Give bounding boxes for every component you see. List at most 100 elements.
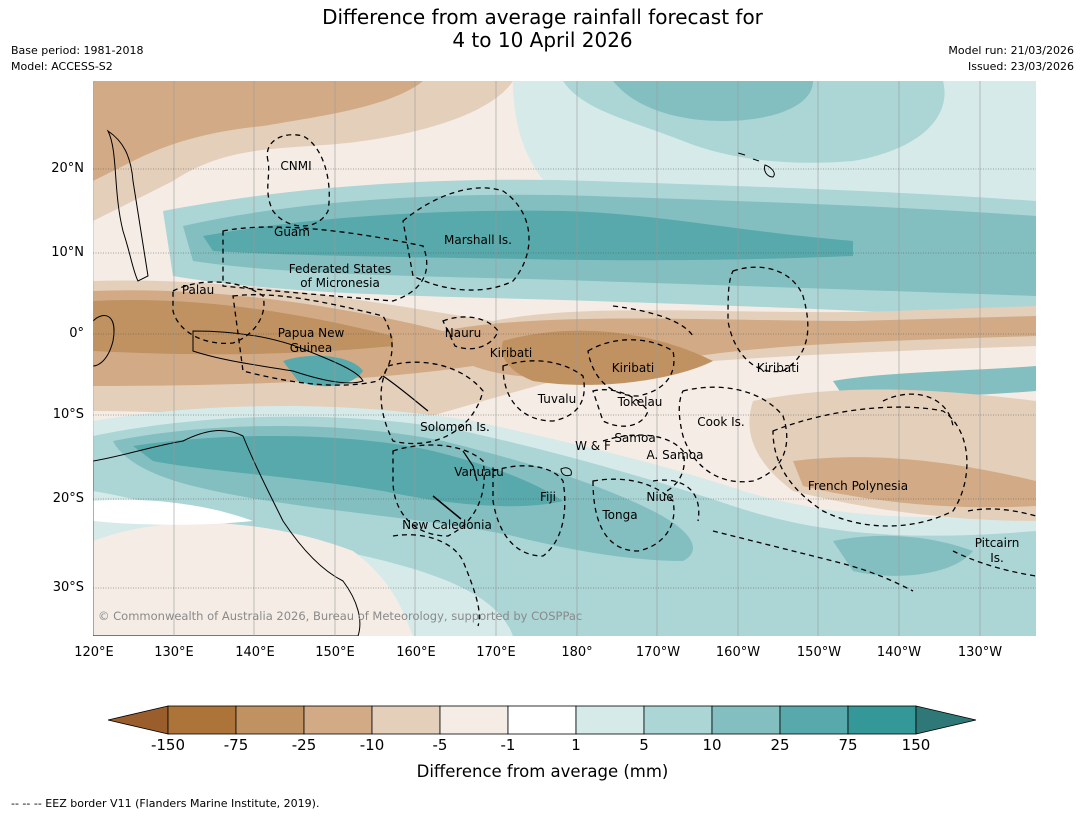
- label-vanuatu: Vanuatu: [454, 465, 504, 479]
- model-name: Model: ACCESS-S2: [11, 60, 113, 73]
- eez-legend-footnote: -- -- -- EEZ border V11 (Flanders Marine…: [11, 797, 320, 810]
- land-australia-coast: [93, 430, 361, 636]
- lat-label-20n: 20°N: [51, 161, 84, 176]
- label-new-caledonia: New Caledonia: [402, 518, 492, 532]
- label-samoa: Samoa: [614, 431, 655, 445]
- colorbar-swatch-3: [303, 705, 373, 735]
- land-solomon-islands: [382, 375, 429, 412]
- issued-date: Issued: 23/03/2026: [967, 60, 1074, 73]
- copyright-notice: © Commonwealth of Australia 2026, Bureau…: [98, 609, 583, 623]
- label-fiji: Fiji: [540, 490, 556, 504]
- label-micronesia-line1: Federated States: [289, 262, 391, 276]
- label-tuvalu: Tuvalu: [537, 392, 577, 406]
- colorbar-swatch-below-min: [107, 705, 169, 735]
- label-pitcairn-line1: Pitcairn: [975, 536, 1020, 550]
- lon-label-170w: 170°W: [635, 645, 681, 660]
- colorbar-tick-5: -5: [432, 736, 448, 754]
- run-info-right: Model run: 21/03/2026 Issued: 23/03/2026: [948, 43, 1074, 75]
- land-new-guinea: [192, 330, 364, 384]
- land-fiji: [560, 467, 572, 477]
- title-line-1: Difference from average rainfall forecas…: [322, 5, 763, 29]
- lon-label-150w: 150°W: [796, 645, 842, 660]
- rainfall-anomaly-map: CNMI Guam Marshall Is. Federated States …: [93, 81, 1036, 636]
- colorbar-swatch-11: [847, 705, 917, 735]
- lat-label-10s: 10°S: [52, 407, 84, 422]
- lat-label-20s: 20°S: [52, 491, 84, 506]
- colorbar-tick-3: -25: [291, 736, 317, 754]
- colorbar-swatch-5: [439, 705, 509, 735]
- land-borneo: [93, 315, 115, 367]
- label-nauru: Nauru: [445, 326, 481, 340]
- colorbar: [107, 705, 977, 735]
- label-pitcairn-line2: Is.: [990, 551, 1004, 565]
- lon-label-170e: 170°E: [476, 645, 516, 660]
- label-marshall-islands: Marshall Is.: [444, 233, 512, 247]
- lat-label-0: 0°: [69, 326, 84, 341]
- lon-label-150e: 150°E: [315, 645, 355, 660]
- land-vanuatu: [462, 450, 478, 482]
- colorbar-tick-9: 10: [702, 736, 722, 754]
- colorbar-tick-2: -75: [223, 736, 249, 754]
- model-run-date: Model run: 21/03/2026: [948, 44, 1074, 57]
- anomaly-equator-band-core: [93, 300, 393, 355]
- lon-label-160e: 160°E: [396, 645, 436, 660]
- anomaly-png-wet-patch: [283, 355, 363, 387]
- lon-label-130w: 130°W: [957, 645, 1003, 660]
- colorbar-swatch-7: [575, 705, 645, 735]
- colorbar-swatch-9: [711, 705, 781, 735]
- colorbar-tick-12: 150: [901, 736, 931, 754]
- anomaly-south-band-core: [133, 435, 563, 507]
- label-png-line2: Guinea: [290, 341, 333, 355]
- lat-label-10n: 10°N: [51, 245, 84, 260]
- graticule: [93, 81, 981, 636]
- label-tokelau: Tokelau: [617, 395, 663, 409]
- anomaly-central-pacific-core: [501, 330, 713, 385]
- anomaly-southwest-neutral: [93, 522, 413, 636]
- base-period: Base period: 1981-2018: [11, 44, 144, 57]
- lon-label-140e: 140°E: [235, 645, 275, 660]
- region-labels: CNMI Guam Marshall Is. Federated States …: [182, 159, 1019, 565]
- colorbar-title: Difference from average (mm): [416, 762, 669, 781]
- run-info-left: Base period: 1981-2018 Model: ACCESS-S2: [11, 43, 143, 75]
- label-guam: Guam: [274, 225, 310, 239]
- colorbar-tick-10: 25: [770, 736, 790, 754]
- land-philippines: [106, 129, 149, 282]
- label-french-polynesia: French Polynesia: [808, 479, 908, 493]
- title-line-2: 4 to 10 April 2026: [452, 28, 633, 52]
- colorbar-tick-11: 75: [838, 736, 858, 754]
- label-tonga: Tonga: [601, 508, 637, 522]
- anomaly-southwest-white: [93, 499, 253, 525]
- anomaly-southeast-wet-patch: [833, 535, 973, 576]
- anomaly-10n-band-core: [203, 210, 853, 261]
- map-title: Difference from average rainfall forecas…: [0, 6, 1085, 52]
- lat-label-30s: 30°S: [52, 580, 84, 595]
- colorbar-tick-4: -10: [359, 736, 385, 754]
- label-cnmi: CNMI: [280, 159, 311, 173]
- colorbar-swatch-10: [779, 705, 849, 735]
- colorbar-swatch-above-max: [915, 705, 977, 735]
- label-micronesia-line2: of Micronesia: [300, 276, 380, 290]
- label-niue: Niue: [646, 490, 673, 504]
- lon-label-160w: 160°W: [715, 645, 761, 660]
- colorbar-swatch-6: [507, 705, 577, 735]
- label-kiribati-east: Kiribati: [757, 361, 799, 375]
- anomaly-northeast-teal-core: [613, 81, 813, 121]
- label-american-samoa: A. Samoa: [647, 448, 704, 462]
- land-new-caledonia: [432, 495, 462, 520]
- anomaly-southeast-dry-core: [793, 457, 1036, 508]
- lon-label-120e: 120°E: [74, 645, 114, 660]
- lon-label-130e: 130°E: [154, 645, 194, 660]
- colorbar-tick-7: 1: [571, 736, 581, 754]
- label-palau: Palau: [182, 283, 214, 297]
- label-cook-islands: Cook Is.: [697, 415, 744, 429]
- eez-borders: [172, 134, 1036, 627]
- label-wallis-futuna: W & F: [575, 439, 611, 453]
- label-kiribati-central: Kiribati: [612, 361, 654, 375]
- colorbar-swatch-2: [235, 705, 305, 735]
- label-kiribati-west: Kiribati: [490, 346, 532, 360]
- label-png-line1: Papua New: [278, 326, 345, 340]
- label-solomon-islands: Solomon Is.: [420, 420, 490, 434]
- colorbar-tick-1: -150: [150, 736, 186, 754]
- lon-label-180: 180°: [561, 645, 593, 660]
- colorbar-tick-8: 5: [639, 736, 649, 754]
